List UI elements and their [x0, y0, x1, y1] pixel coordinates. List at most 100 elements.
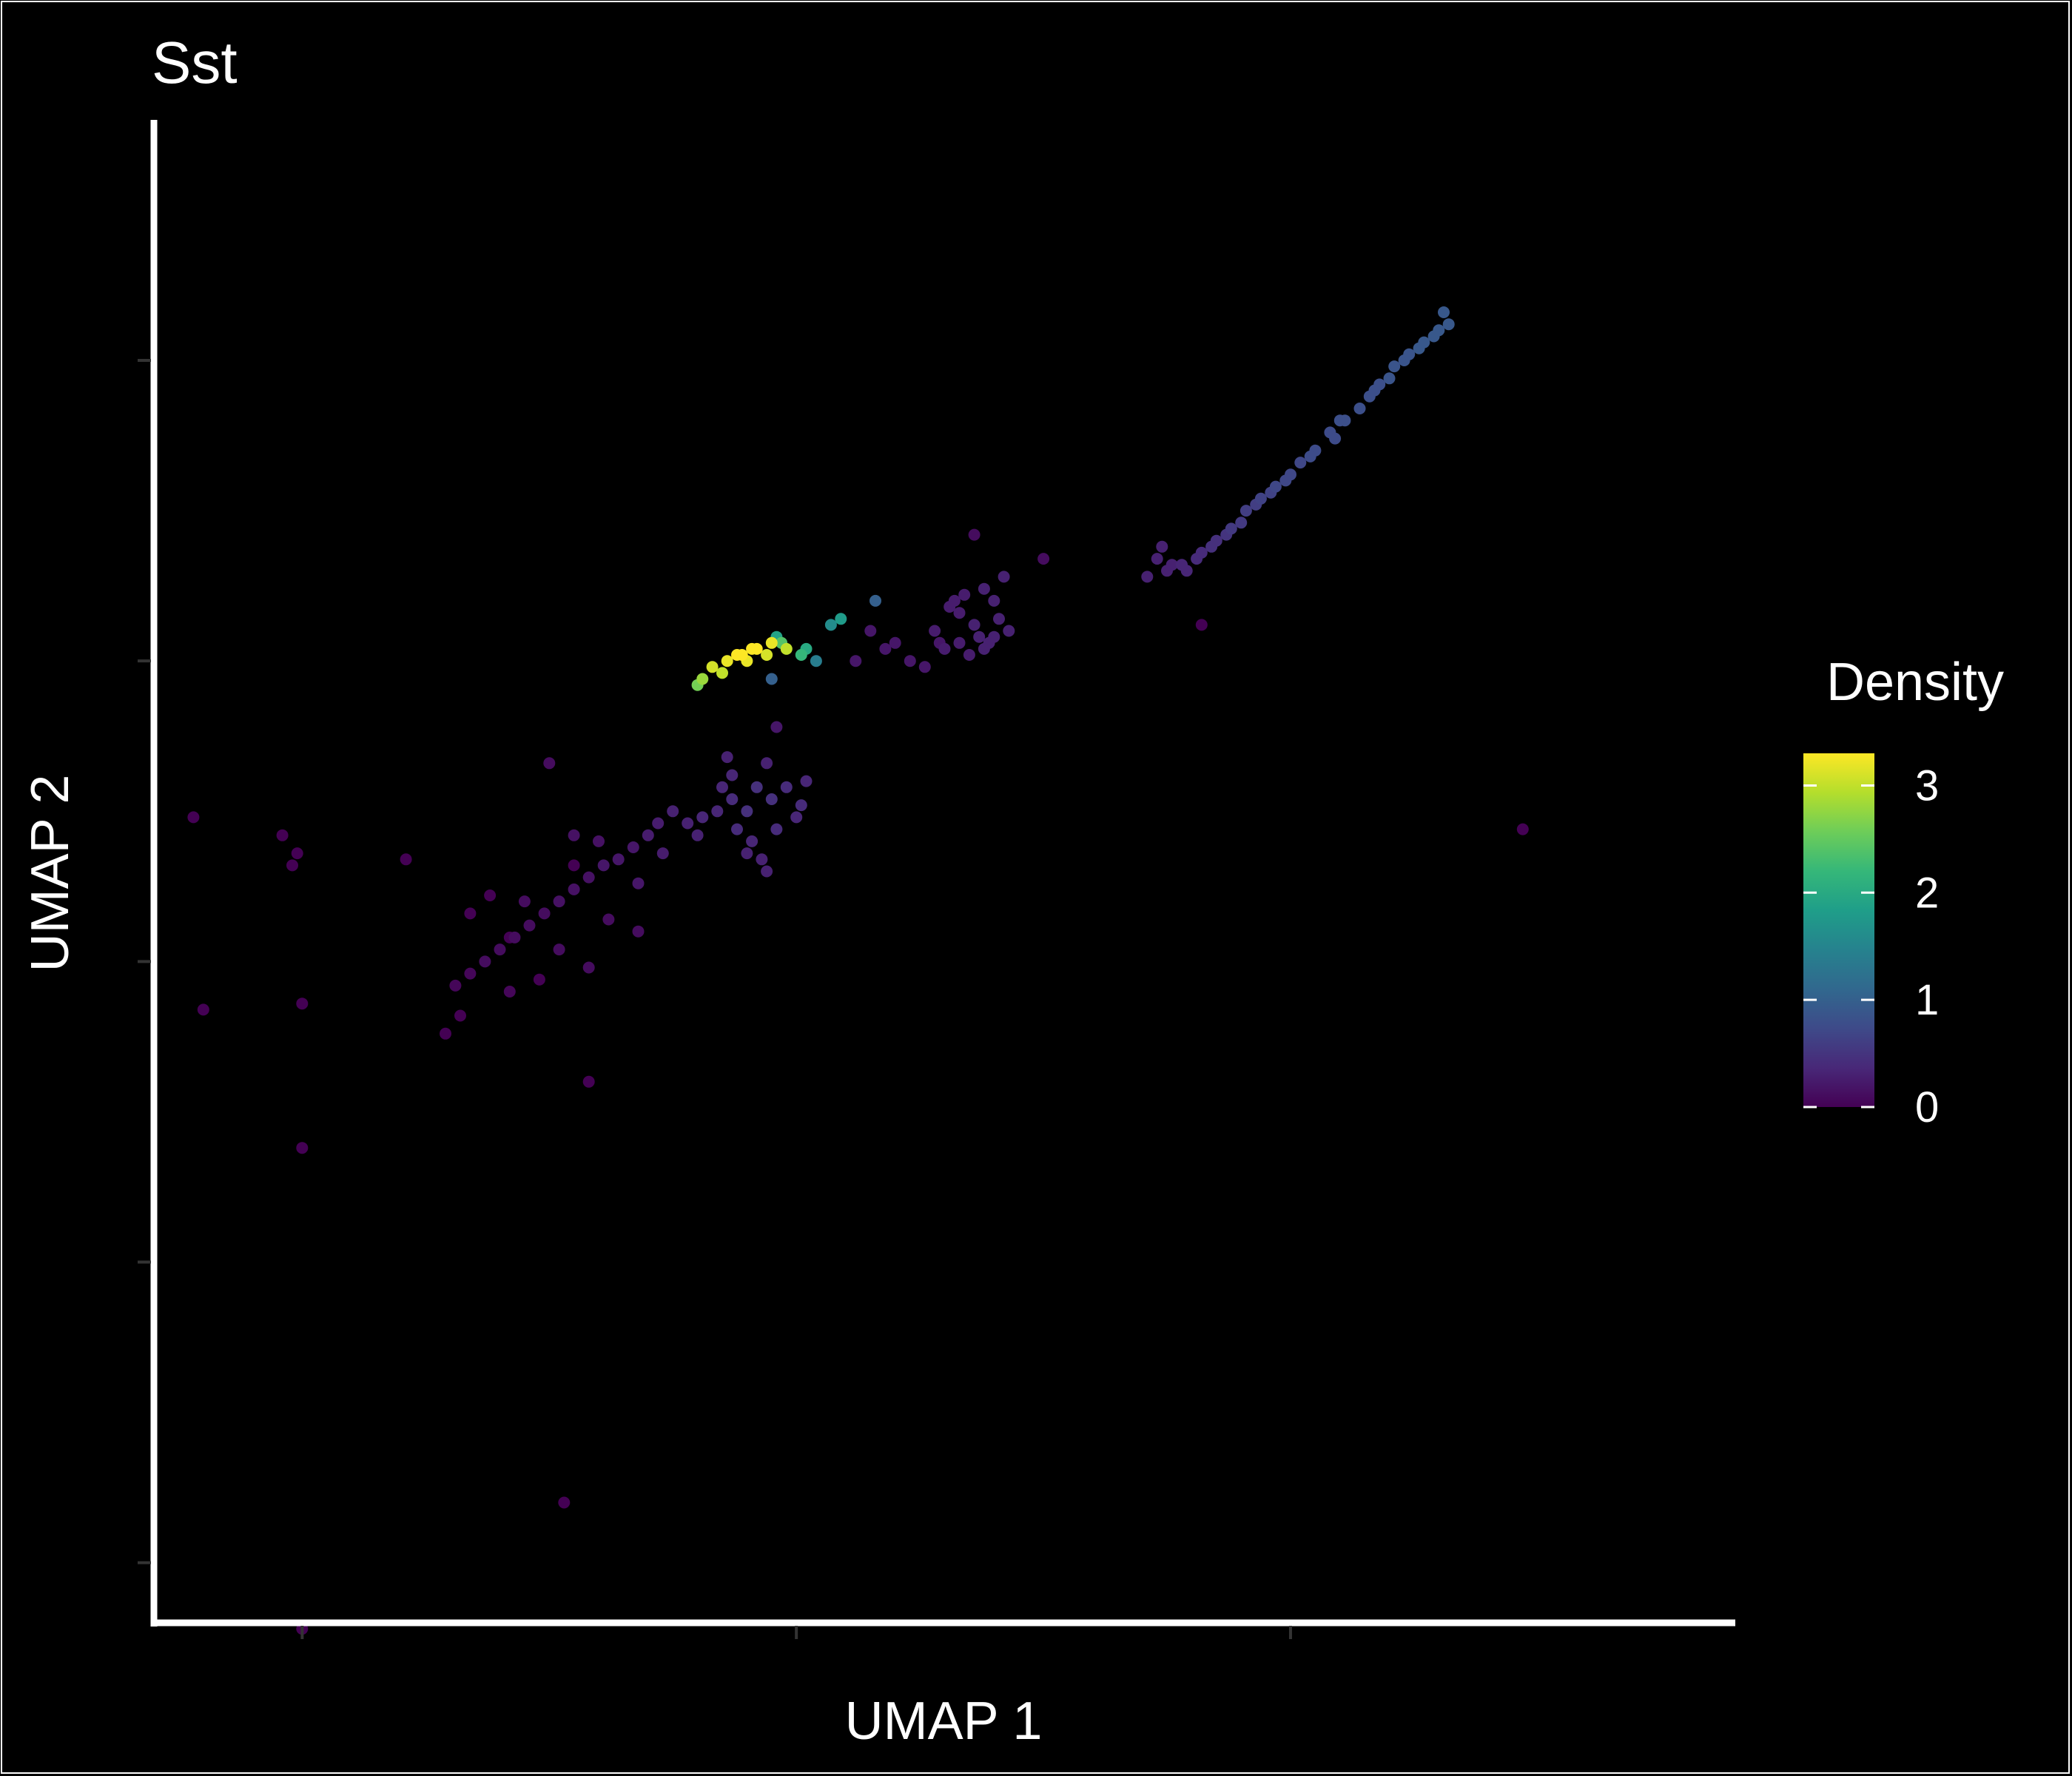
- colorbar-tick-label: 3: [1915, 761, 1939, 810]
- scatter-point: [464, 907, 477, 920]
- scatter-point: [187, 811, 200, 824]
- scatter-point: [929, 625, 941, 637]
- scatter-point: [953, 636, 966, 649]
- scatter-point: [1141, 571, 1154, 583]
- scatter-point: [1151, 553, 1163, 565]
- scatter-point: [696, 673, 709, 685]
- scatter-point: [993, 613, 1005, 625]
- scatter-point: [978, 642, 990, 655]
- scatter-point: [790, 811, 803, 824]
- chart-title: Sst: [152, 30, 238, 95]
- scatter-point: [761, 649, 773, 661]
- scatter-point: [1037, 553, 1050, 565]
- scatter-point: [291, 847, 303, 860]
- colorbar-tick-label: 1: [1915, 976, 1939, 1024]
- scatter-point: [508, 931, 521, 944]
- scatter-point: [978, 582, 990, 595]
- scatter-point: [1235, 517, 1248, 529]
- scatter-point: [731, 649, 743, 661]
- scatter-point: [824, 619, 837, 631]
- scatter-point: [958, 588, 971, 601]
- colorbar-tick-label: 2: [1915, 869, 1939, 917]
- scatter-point: [795, 649, 807, 661]
- scatter-point: [691, 829, 704, 841]
- y-ticks: [138, 358, 151, 1564]
- scatter-point: [953, 607, 966, 619]
- points-layer: [187, 306, 1529, 1635]
- scatter-point: [1166, 559, 1178, 571]
- scatter-point: [464, 967, 477, 980]
- colorbar-tick-label: 0: [1915, 1083, 1939, 1131]
- scatter-point: [1373, 378, 1386, 391]
- colorbar-legend: Density 0 1 2 3: [1803, 653, 2004, 1131]
- scatter-point: [870, 594, 881, 607]
- scatter-point: [632, 925, 645, 938]
- scatter-point: [553, 895, 565, 908]
- scatter-point: [400, 853, 412, 866]
- scatter-point: [1333, 414, 1346, 427]
- colorbar-ticks: 0 1 2 3: [1803, 761, 1939, 1131]
- scatter-point: [593, 835, 605, 847]
- scatter-point: [1294, 457, 1307, 469]
- scatter-point: [1433, 324, 1445, 337]
- scatter-point: [276, 829, 289, 841]
- y-axis-label: UMAP 2: [21, 775, 80, 972]
- scatter-point: [810, 655, 822, 667]
- scatter-point: [1329, 432, 1342, 445]
- scatter-point: [627, 841, 639, 853]
- scatter-point: [706, 661, 719, 673]
- scatter-point: [864, 625, 877, 637]
- scatter-point: [1240, 505, 1252, 517]
- scatter-point: [904, 655, 916, 667]
- scatter-point: [1363, 390, 1376, 403]
- scatter-point: [1304, 450, 1316, 462]
- scatter-point: [1195, 546, 1208, 559]
- scatter-point: [1285, 468, 1296, 481]
- scatter-point: [726, 793, 739, 805]
- scatter-point: [716, 781, 728, 793]
- scatter-point: [484, 889, 497, 901]
- scatter-point: [918, 661, 931, 673]
- scatter-point: [568, 829, 580, 841]
- scatter-point: [968, 528, 980, 541]
- scatter-point: [770, 823, 783, 835]
- scatter-point: [543, 757, 556, 770]
- scatter-point: [612, 853, 625, 866]
- scatter-point: [938, 642, 951, 655]
- scatter-point: [746, 642, 758, 655]
- scatter-point: [850, 655, 862, 667]
- scatter-point: [642, 829, 654, 841]
- scatter-point: [721, 751, 733, 764]
- scatter-point: [1438, 306, 1450, 318]
- scatter-point: [731, 823, 743, 835]
- scatter-point: [1516, 823, 1529, 835]
- scatter-point: [765, 636, 778, 649]
- x-ticks: [300, 1626, 1292, 1639]
- scatter-point: [286, 859, 298, 872]
- scatter-point: [1210, 534, 1222, 547]
- scatter-point: [1003, 625, 1015, 637]
- scatter-point: [761, 865, 773, 878]
- scatter-point: [800, 775, 813, 787]
- scatter-point: [968, 619, 980, 631]
- scatter-point: [1225, 522, 1237, 535]
- scatter-point: [656, 847, 669, 860]
- scatter-point: [568, 883, 580, 895]
- scatter-point: [632, 877, 645, 889]
- scatter-point: [558, 1496, 571, 1509]
- scatter-point: [682, 817, 694, 830]
- scatter-point: [711, 805, 724, 818]
- scatter-point: [1442, 318, 1455, 331]
- scatter-point: [449, 979, 462, 992]
- scatter-point: [582, 961, 595, 974]
- scatter-point: [494, 944, 506, 956]
- scatter-point: [696, 811, 709, 824]
- scatter-point: [973, 630, 986, 643]
- scatter-point: [597, 859, 610, 872]
- scatter-point: [667, 805, 679, 818]
- scatter-point: [750, 781, 763, 793]
- scatter-point: [582, 871, 595, 884]
- scatter-point: [765, 793, 778, 805]
- scatter-point: [440, 1027, 451, 1040]
